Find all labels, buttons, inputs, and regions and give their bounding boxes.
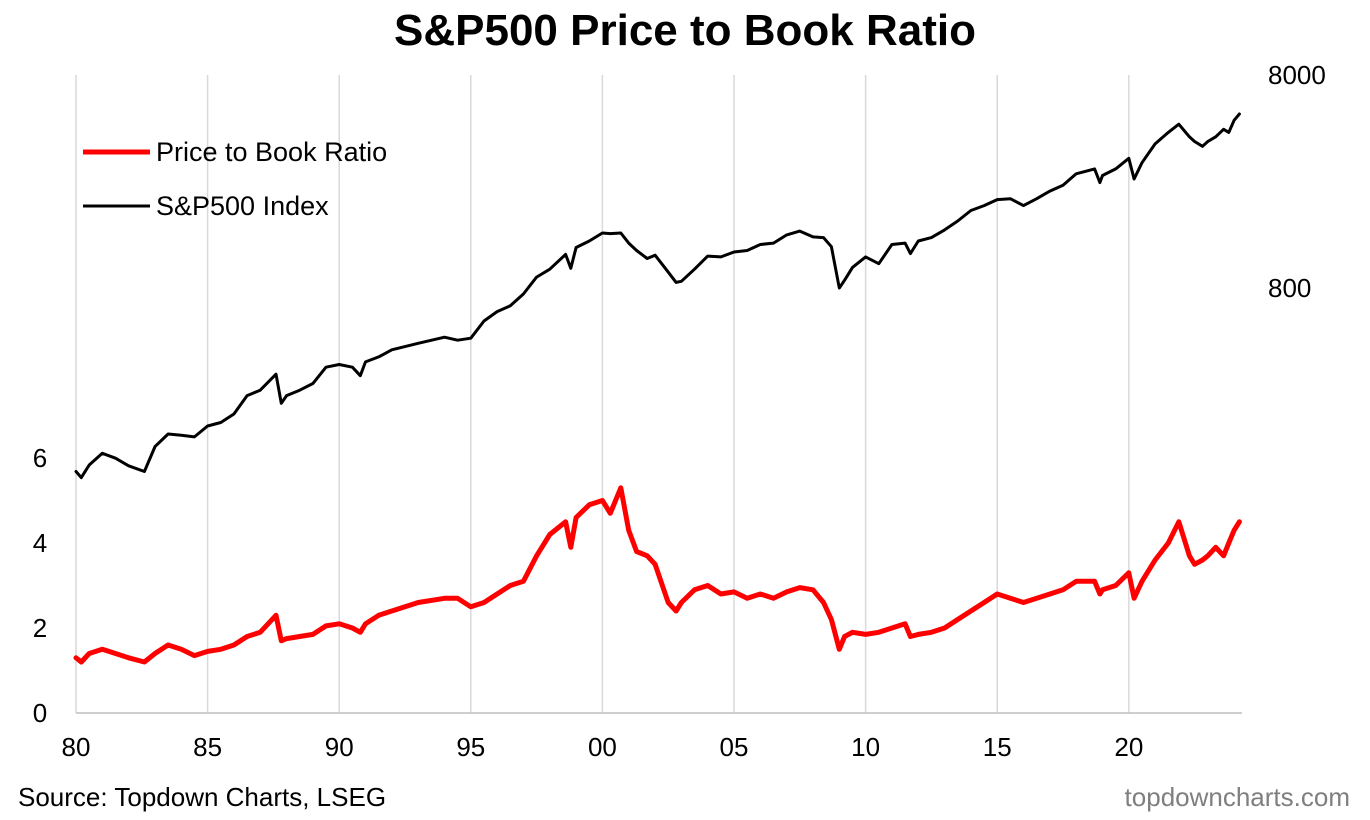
x-tick-label: 95 — [456, 732, 485, 762]
legend-label-price-to-book: Price to Book Ratio — [156, 137, 387, 167]
x-tick-label: 00 — [588, 732, 617, 762]
right-y-tick-label: 800 — [1268, 273, 1311, 303]
chart-area: 80 85 90 95 00 05 10 15 20 0 2 4 6 800 8000 Price to… — [33, 60, 1326, 762]
x-tick-label: 05 — [720, 732, 749, 762]
x-tick-label: 20 — [1114, 732, 1143, 762]
legend: Price to Book Ratio S&P500 Index — [83, 137, 387, 221]
left-y-tick-label: 4 — [33, 528, 47, 558]
x-tick-label: 10 — [851, 732, 880, 762]
series-line-sp500-index — [74, 112, 1241, 480]
chart-title: S&P500 Price to Book Ratio — [394, 6, 976, 55]
left-y-tick-label: 2 — [33, 613, 47, 643]
x-tick-label: 80 — [62, 732, 91, 762]
x-tick-label: 90 — [325, 732, 354, 762]
right-y-tick-label: 8000 — [1268, 60, 1326, 90]
x-tick-label: 85 — [193, 732, 222, 762]
legend-label-sp500-index: S&P500 Index — [156, 191, 329, 221]
source-note: Source: Topdown Charts, LSEG — [18, 782, 387, 812]
left-y-tick-label: 0 — [33, 698, 47, 728]
left-y-tick-label: 6 — [33, 443, 47, 473]
x-tick-label: 15 — [983, 732, 1012, 762]
series-line-price-to-book — [73, 485, 1242, 665]
series-layer — [73, 112, 1242, 665]
right-axis-tick-labels: 800 8000 — [1268, 60, 1326, 303]
gridlines — [75, 75, 1130, 713]
x-axis-tick-labels: 80 85 90 95 00 05 10 15 20 — [62, 732, 1144, 762]
brand-watermark: topdowncharts.com — [1124, 782, 1350, 812]
left-axis-tick-labels: 0 2 4 6 — [33, 443, 47, 728]
